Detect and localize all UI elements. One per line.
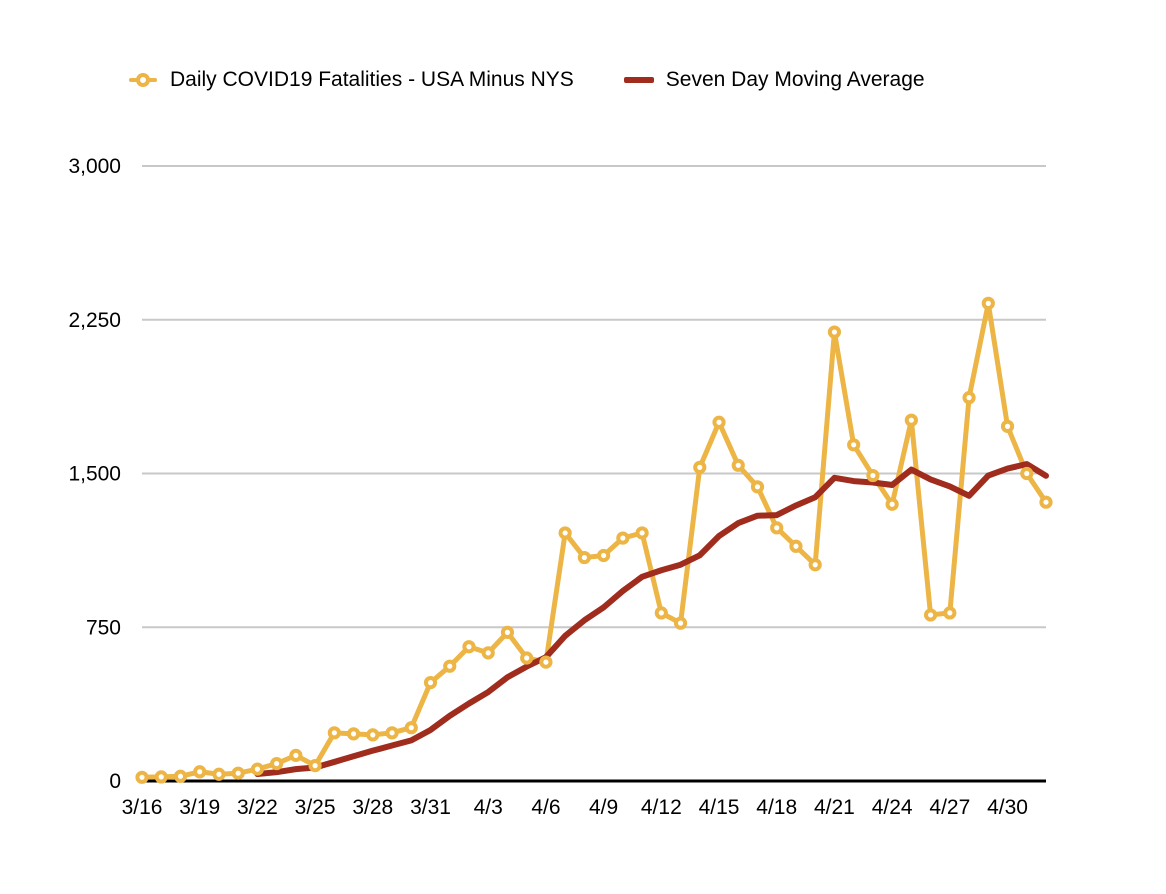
x-axis-tick-label: 3/25 [295, 796, 336, 819]
data-point-marker [635, 526, 649, 540]
x-axis-tick-label: 3/16 [122, 796, 163, 819]
data-point-marker [212, 767, 226, 781]
y-axis-tick-label: 750 [86, 616, 121, 639]
data-point-marker [827, 325, 842, 339]
x-axis-tick-label: 4/9 [589, 796, 618, 819]
data-point-marker [885, 497, 899, 511]
data-point-marker [962, 391, 976, 405]
daily-series-marker-icon [128, 72, 158, 88]
x-axis-tick-label: 3/31 [410, 796, 451, 819]
data-point-marker [693, 460, 707, 474]
legend-item-moving-average: Seven Day Moving Average [623, 68, 925, 92]
data-point-marker [981, 296, 995, 310]
x-axis-tick-label: 4/12 [641, 796, 682, 819]
data-point-marker [923, 608, 938, 622]
x-axis-tick-label: 3/28 [352, 796, 393, 819]
x-axis-tick-label: 4/21 [814, 796, 855, 819]
legend-item-daily-fatalities: Daily COVID19 Fatalities - USA Minus NYS [128, 68, 574, 92]
data-point-marker [847, 438, 861, 452]
data-point-marker [346, 727, 361, 741]
x-axis-tick-label: 4/30 [987, 796, 1028, 819]
data-point-marker [154, 770, 168, 784]
data-point-marker [577, 550, 591, 565]
x-axis-tick-label: 4/18 [756, 796, 797, 819]
data-point-marker [404, 721, 418, 735]
data-point-marker [289, 748, 303, 762]
data-point-marker [808, 558, 822, 572]
data-point-marker [712, 415, 726, 429]
data-point-marker [327, 726, 341, 740]
data-point-marker [443, 659, 457, 673]
data-point-marker [481, 646, 495, 660]
data-point-marker [673, 616, 688, 630]
data-point-marker [654, 606, 668, 620]
data-point-marker [1000, 419, 1015, 433]
data-point-marker [270, 756, 284, 771]
y-axis-tick-label: 0 [109, 770, 121, 793]
x-axis-tick-label: 3/19 [179, 796, 220, 819]
data-point-marker [1020, 466, 1034, 481]
x-axis-tick-label: 4/15 [699, 796, 740, 819]
data-point-marker [539, 655, 553, 669]
data-point-marker [597, 548, 611, 563]
data-point-marker [423, 676, 438, 690]
y-axis-tick-label: 2,250 [68, 309, 121, 332]
data-point-marker [462, 640, 476, 654]
x-axis-tick-label: 4/6 [531, 796, 560, 819]
daily-fatalities-line [139, 300, 1049, 780]
data-point-marker [193, 765, 207, 779]
data-point-marker [943, 606, 957, 620]
y-axis-tick-label: 1,500 [68, 463, 121, 486]
data-point-marker [173, 769, 188, 783]
moving-average-line-icon [623, 77, 654, 83]
data-point-marker [500, 625, 515, 639]
data-point-marker [308, 759, 322, 773]
data-point-marker [558, 526, 572, 540]
data-point-marker [866, 468, 880, 483]
data-point-marker [250, 762, 265, 776]
seven-day-average-line [254, 461, 1049, 778]
data-point-marker [520, 651, 534, 665]
data-point-marker [366, 728, 380, 742]
data-point-marker [385, 726, 399, 740]
data-point-marker [731, 458, 745, 472]
x-axis-tick-label: 4/27 [929, 796, 970, 819]
data-point-marker [770, 521, 784, 535]
legend-label-moving-average: Seven Day Moving Average [665, 68, 925, 91]
chart-legend: Daily COVID19 Fatalities - USA Minus NYS… [128, 68, 925, 92]
y-axis-tick-label: 3,000 [68, 155, 121, 178]
data-point-marker [789, 539, 803, 553]
data-point-marker [616, 531, 630, 545]
x-axis-tick-label: 4/24 [872, 796, 913, 819]
data-point-marker [904, 413, 918, 427]
x-axis-tick-label: 3/22 [237, 796, 278, 819]
data-point-marker [750, 480, 765, 494]
data-point-marker [1039, 495, 1053, 509]
data-point-marker [231, 766, 245, 780]
legend-label-daily-fatalities: Daily COVID19 Fatalities - USA Minus NYS [170, 68, 574, 91]
data-point-marker [135, 770, 149, 784]
x-axis-tick-label: 4/3 [474, 796, 503, 819]
